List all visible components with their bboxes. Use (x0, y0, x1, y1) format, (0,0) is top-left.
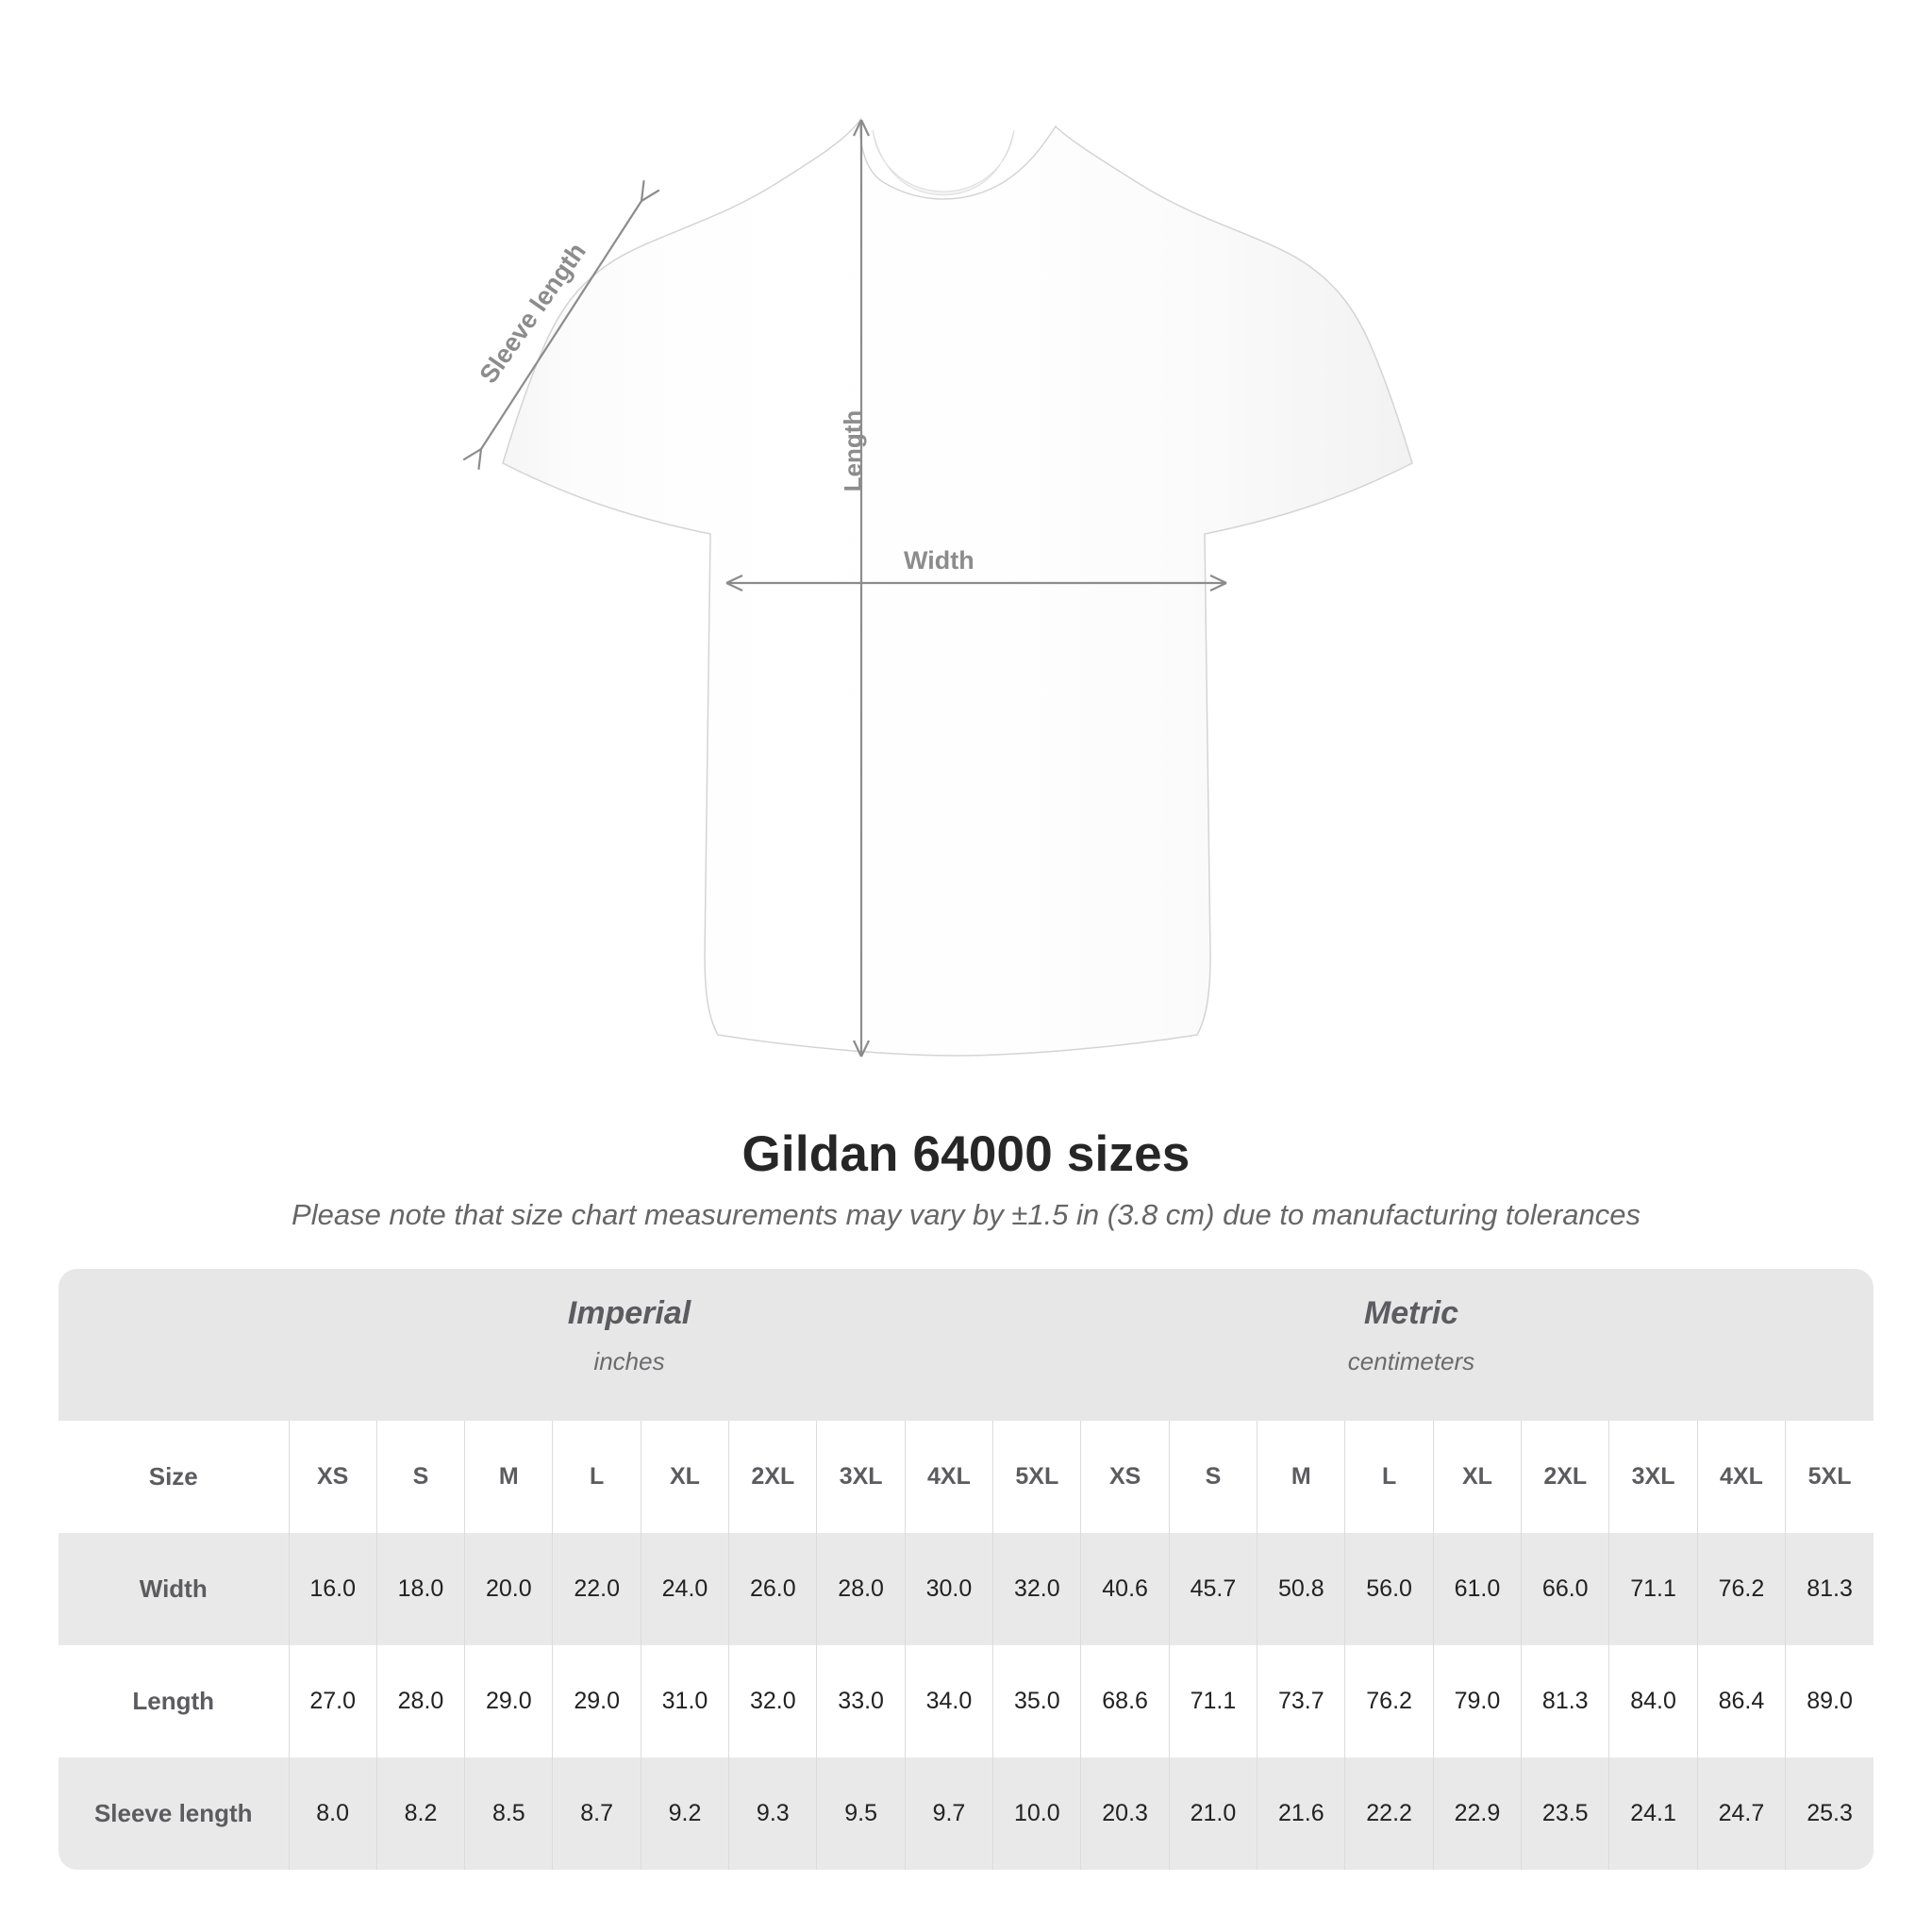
svg-text:Width: Width (904, 546, 974, 575)
svg-text:Length: Length (839, 410, 867, 492)
